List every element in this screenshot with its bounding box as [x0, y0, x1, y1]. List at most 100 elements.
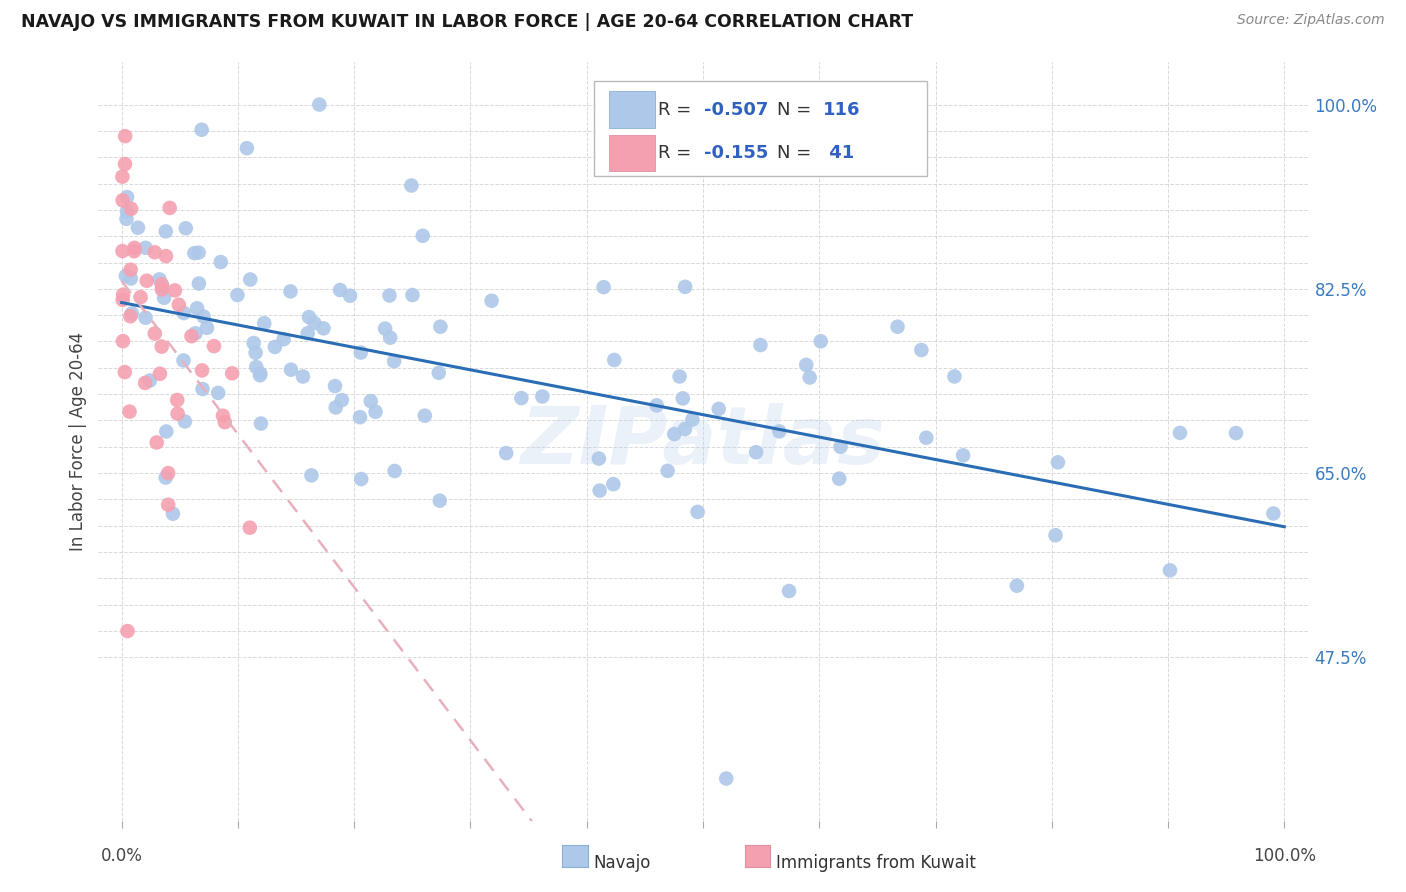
- Point: [672, 392, 695, 406]
- Point: [157, 466, 180, 480]
- Point: [952, 449, 974, 463]
- Text: -0.507: -0.507: [704, 101, 769, 119]
- Text: R =: R =: [658, 145, 697, 162]
- Point: [155, 249, 177, 263]
- Point: [745, 445, 768, 459]
- Point: [588, 451, 610, 466]
- Point: [429, 319, 451, 334]
- Point: [167, 298, 190, 312]
- Point: [145, 435, 167, 450]
- FancyBboxPatch shape: [609, 135, 655, 171]
- Point: [531, 389, 554, 403]
- Text: 41: 41: [823, 145, 853, 162]
- Point: [150, 279, 173, 293]
- Point: [799, 370, 821, 384]
- Point: [253, 316, 276, 330]
- Point: [304, 316, 326, 330]
- Y-axis label: In Labor Force | Age 20-64: In Labor Force | Age 20-64: [69, 332, 87, 551]
- Point: [115, 204, 138, 219]
- Point: [668, 369, 690, 384]
- Point: [120, 310, 142, 324]
- Point: [325, 401, 347, 415]
- Point: [174, 221, 197, 235]
- Point: [134, 310, 156, 325]
- Point: [111, 334, 134, 348]
- Point: [1045, 528, 1067, 542]
- Point: [412, 228, 434, 243]
- Point: [1263, 507, 1285, 521]
- Point: [173, 306, 195, 320]
- Point: [115, 190, 138, 204]
- Point: [207, 385, 229, 400]
- Point: [1005, 579, 1028, 593]
- Point: [589, 483, 612, 498]
- Point: [330, 393, 353, 408]
- Point: [413, 409, 436, 423]
- Text: Immigrants from Kuwait: Immigrants from Kuwait: [776, 854, 976, 871]
- Point: [190, 122, 212, 136]
- Point: [173, 414, 195, 428]
- Point: [127, 220, 149, 235]
- Point: [264, 340, 287, 354]
- Point: [681, 412, 703, 426]
- Point: [139, 374, 162, 388]
- Point: [401, 178, 423, 193]
- Point: [115, 211, 138, 226]
- Point: [380, 331, 402, 345]
- Point: [118, 404, 141, 418]
- Text: Source: ZipAtlas.com: Source: ZipAtlas.com: [1237, 13, 1385, 28]
- Point: [111, 194, 134, 208]
- Point: [510, 391, 533, 405]
- Point: [350, 472, 373, 486]
- Point: [195, 320, 218, 334]
- Point: [120, 202, 142, 216]
- Point: [686, 505, 709, 519]
- Point: [191, 363, 214, 377]
- Point: [378, 288, 401, 302]
- Point: [245, 345, 267, 359]
- Point: [297, 326, 319, 341]
- Point: [1046, 455, 1069, 469]
- Point: [273, 332, 295, 346]
- Point: [312, 321, 335, 335]
- Point: [364, 405, 387, 419]
- Point: [191, 382, 214, 396]
- Point: [291, 369, 314, 384]
- Point: [120, 271, 142, 285]
- Point: [280, 362, 302, 376]
- Point: [768, 425, 790, 439]
- Point: [308, 97, 330, 112]
- Point: [122, 244, 145, 259]
- Point: [114, 268, 136, 283]
- Point: [943, 369, 966, 384]
- Point: [429, 493, 451, 508]
- Point: [603, 353, 626, 368]
- Text: N =: N =: [776, 101, 817, 119]
- Point: [239, 521, 262, 535]
- Point: [155, 470, 177, 484]
- Point: [163, 284, 186, 298]
- FancyBboxPatch shape: [609, 91, 655, 128]
- Point: [239, 272, 262, 286]
- Point: [112, 287, 135, 301]
- Point: [495, 446, 517, 460]
- Point: [183, 246, 205, 260]
- Point: [150, 277, 173, 292]
- Text: Navajo: Navajo: [593, 854, 651, 871]
- Point: [114, 129, 136, 144]
- Point: [166, 407, 188, 421]
- Point: [301, 468, 323, 483]
- Point: [1168, 425, 1191, 440]
- Point: [298, 310, 321, 324]
- Point: [150, 340, 173, 354]
- Point: [382, 354, 405, 368]
- Point: [236, 141, 259, 155]
- Point: [149, 367, 172, 381]
- Point: [155, 425, 177, 439]
- Point: [707, 401, 730, 416]
- Point: [280, 285, 302, 299]
- Point: [157, 498, 180, 512]
- Point: [209, 255, 232, 269]
- Point: [657, 464, 679, 478]
- Point: [329, 283, 352, 297]
